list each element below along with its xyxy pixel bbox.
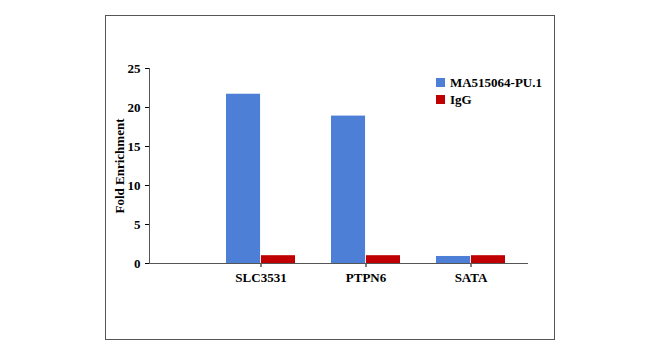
svg-text:SLC3531: SLC3531: [235, 270, 286, 285]
html-text:MA515064-PU.1: MA515064-PU.1: [449, 74, 542, 90]
svg-text:0: 0: [134, 256, 141, 271]
html-text:IgG: IgG: [449, 91, 472, 107]
svg-text:15: 15: [128, 139, 142, 154]
svg-text:25: 25: [128, 61, 142, 76]
svg-text:Fold Enrichment: Fold Enrichment: [112, 118, 127, 214]
svg-text:SATA: SATA: [455, 270, 488, 285]
svg-text:20: 20: [128, 100, 141, 115]
svg-text:5: 5: [134, 217, 141, 232]
svg-text:PTPN6: PTPN6: [346, 270, 387, 285]
svg-text:10: 10: [128, 178, 141, 193]
